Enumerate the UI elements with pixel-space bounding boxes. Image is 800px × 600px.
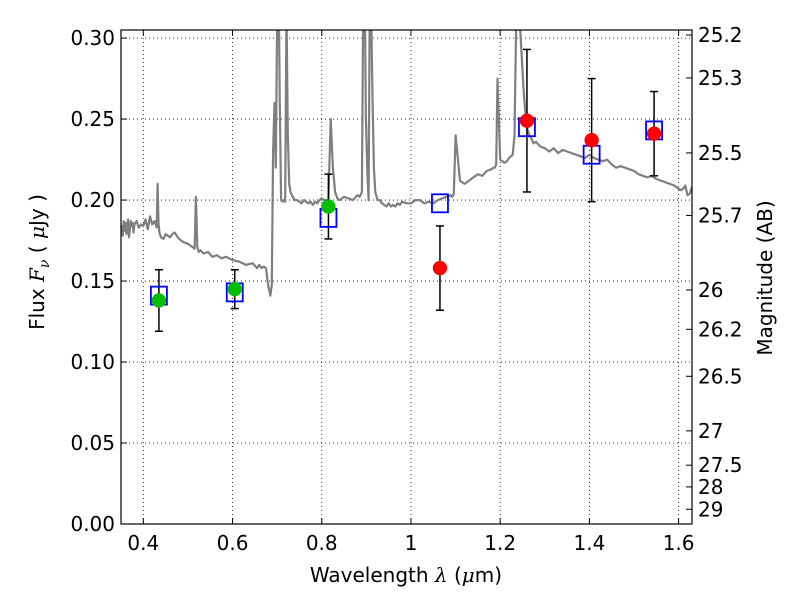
magnitude-tick-label: 26.2 [698,317,743,341]
observed-flux-point [321,199,336,214]
magnitude-tick-label: 26 [698,278,723,302]
model-spectrum-line [121,30,692,297]
magnitude-tick-label: 25.7 [698,203,743,227]
x-tick-label: 1 [405,531,418,555]
y-tick-label: 0.25 [70,107,115,131]
plot-area [121,30,692,333]
y-tick-label: 0.15 [70,269,115,293]
observed-flux-point [151,293,167,308]
magnitude-tick-label: 27.5 [698,453,743,477]
plot-frame [120,29,693,525]
magnitude-tick-label: 28 [698,475,723,499]
magnitude-tick-label: 27 [698,419,723,443]
x-tick-label: 1.2 [484,531,516,555]
magnitude-tick-label: 26.5 [698,364,743,388]
observed-flux-point [519,113,535,128]
x-axis-label: Wavelength λ (μm) [310,563,502,587]
y-tick-label: 0.20 [70,188,115,212]
model-photometry-marker [431,193,449,214]
observed-flux-point [227,281,243,297]
y-tick-label: 0.00 [70,512,115,536]
observed-flux-point [646,126,662,141]
x-tick-label: 0.8 [306,531,338,555]
axis-ticks [121,30,692,525]
observed-flux-point [584,132,599,148]
magnitude-tick-label: 25.2 [698,23,743,47]
x-tick-label: 1.4 [573,531,605,555]
observed-flux-point [432,260,448,276]
x-tick-label: 1.6 [663,531,695,555]
x-tick-label: 0.4 [127,531,159,555]
y-tick-label: 0.10 [70,350,115,374]
y-tick-label: 0.30 [70,26,115,50]
x-tick-label: 0.6 [217,531,249,555]
right-axis-label: Magnitude (AB) [753,200,777,355]
y-axis-label: Flux Fν ( μJy ) [25,194,53,330]
magnitude-tick-label: 25.3 [698,66,743,90]
magnitude-tick-label: 25.5 [698,141,743,165]
y-tick-label: 0.05 [70,431,115,455]
magnitude-tick-label: 29 [698,497,723,521]
